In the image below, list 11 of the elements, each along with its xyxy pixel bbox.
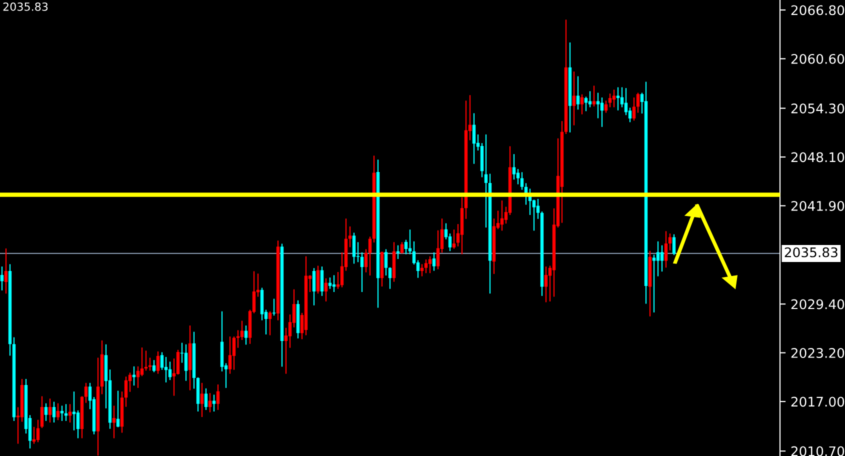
- y-tick-label: 2048.10: [791, 152, 844, 162]
- y-tick-label: 2029.40: [791, 299, 844, 310]
- y-tick-label: 2054.30: [791, 103, 844, 114]
- y-tick-label: 2023.20: [791, 348, 844, 358]
- y-tick-label: 2010.70: [791, 446, 844, 456]
- y-tick-label: 2017.00: [791, 396, 844, 407]
- y-tick-label: 2041.90: [791, 200, 844, 211]
- y-tick-label: 2060.60: [791, 54, 844, 64]
- y-tick-label: 2066.80: [791, 5, 844, 16]
- ref-line-label: 2035.83: [784, 247, 838, 258]
- annotation: 2035.83: [3, 2, 48, 11]
